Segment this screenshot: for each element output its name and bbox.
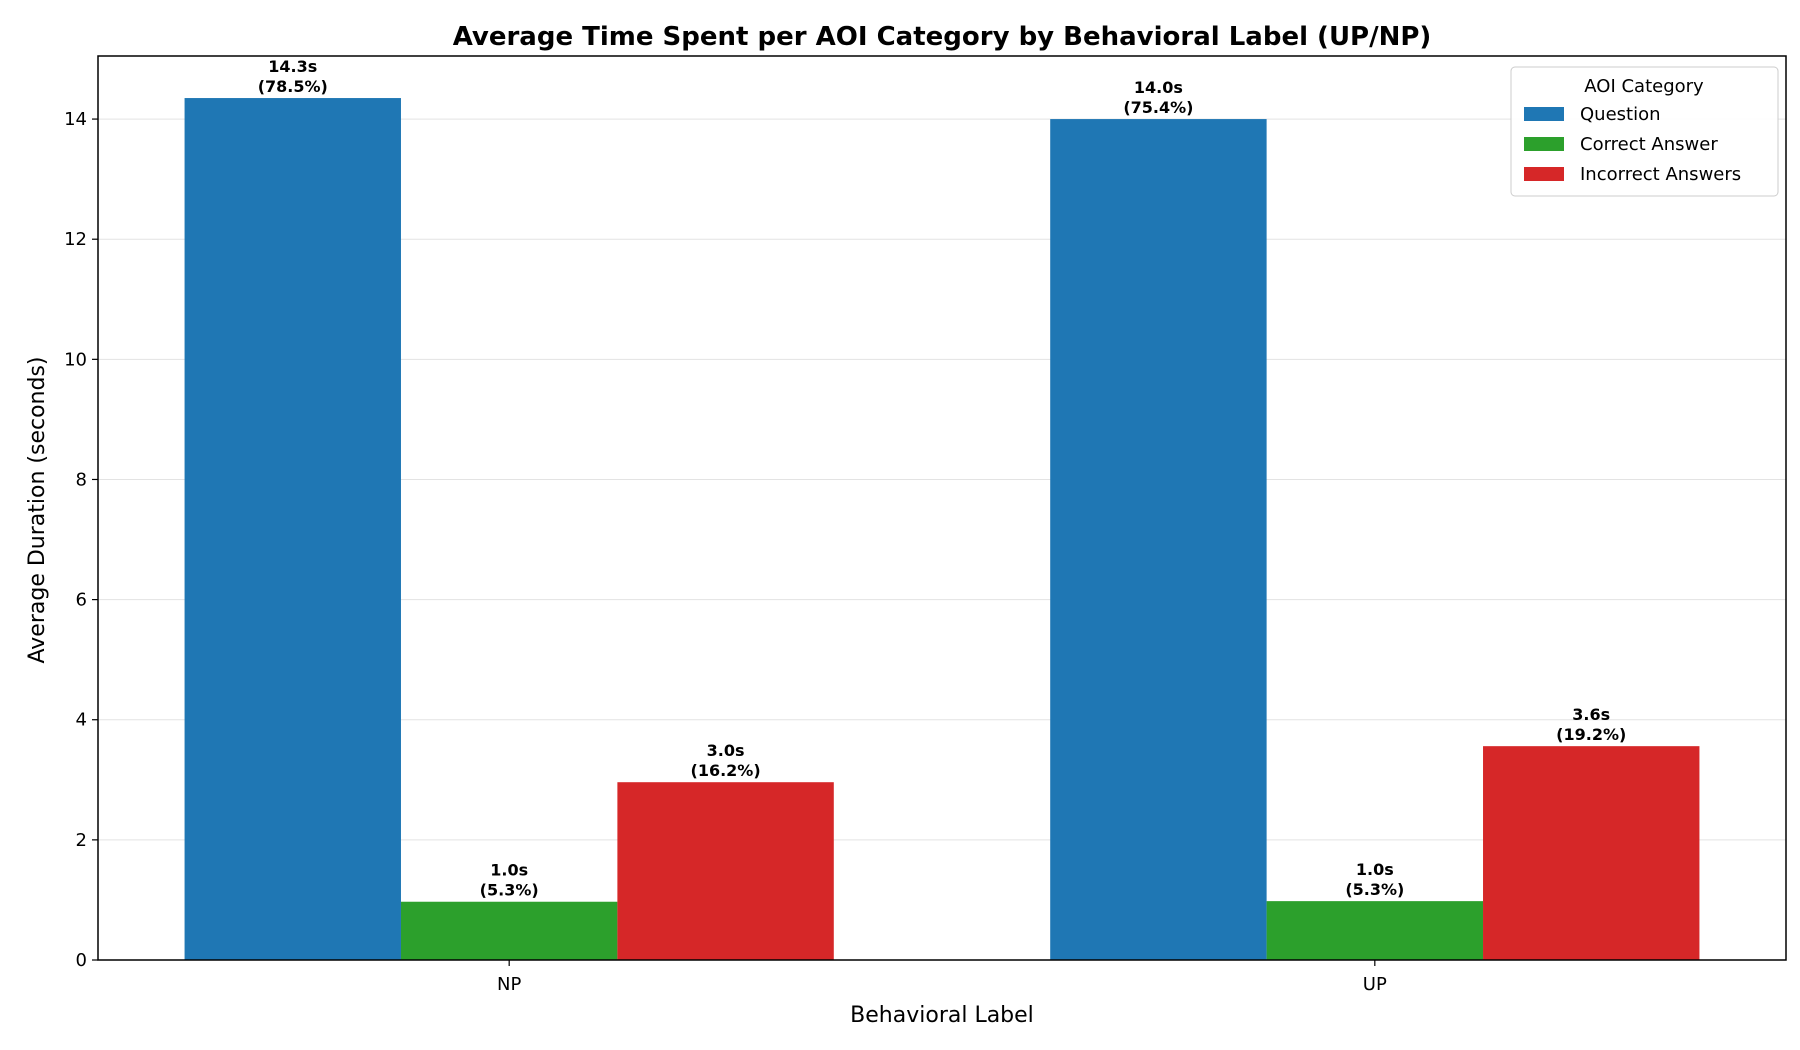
chart-title: Average Time Spent per AOI Category by B… xyxy=(453,22,1432,52)
data-label-percent: (19.2%) xyxy=(1556,725,1626,744)
legend-entry: Question xyxy=(1580,104,1661,125)
y-tick-label: 6 xyxy=(76,590,87,611)
data-label-value: 3.0s xyxy=(707,741,745,760)
bar xyxy=(617,782,834,960)
data-label-value: 3.6s xyxy=(1572,705,1610,724)
data-label-value: 14.3s xyxy=(268,57,317,76)
bar xyxy=(184,98,401,960)
x-axis-label: Behavioral Label xyxy=(850,1003,1034,1028)
bars xyxy=(184,98,1700,961)
data-label-percent: (5.3%) xyxy=(480,881,539,900)
legend-title: AOI Category xyxy=(1584,76,1704,97)
y-tick-label: 14 xyxy=(64,109,87,130)
y-axis-ticks: 0 2 4 6 8 10 12 14 xyxy=(64,109,98,971)
data-label-percent: (78.5%) xyxy=(258,77,328,96)
bar xyxy=(1050,119,1267,961)
y-tick-label: 2 xyxy=(76,830,87,851)
data-label-value: 1.0s xyxy=(1356,860,1394,879)
y-tick-label: 4 xyxy=(76,710,87,731)
data-label-value: 14.0s xyxy=(1134,78,1183,97)
bar xyxy=(1266,901,1484,960)
legend-frame xyxy=(1510,66,1779,197)
legend: AOI Category Question Correct Answer Incor… xyxy=(1510,66,1779,197)
y-tick-label: 8 xyxy=(76,469,87,490)
x-tick-label: UP xyxy=(1363,974,1387,995)
y-tick-label: 10 xyxy=(64,349,87,370)
data-labels: 14.3s(78.5%) 14.0s(75.4%)1.0s(5.3%)1.0s(5… xyxy=(258,57,1627,900)
plot-frame xyxy=(97,55,1787,961)
data-label-value: 1.0s xyxy=(490,861,528,880)
legend-swatch xyxy=(1524,107,1564,121)
data-label-percent: (75.4%) xyxy=(1123,98,1193,117)
x-axis-ticks: NP UP xyxy=(497,960,1387,995)
data-label-percent: (16.2%) xyxy=(691,761,761,780)
data-label-percent: (5.3%) xyxy=(1345,880,1404,899)
y-tick-label: 0 xyxy=(76,950,87,971)
bar xyxy=(1483,746,1700,960)
legend-entry: Incorrect Answers xyxy=(1580,164,1741,185)
x-tick-label: NP xyxy=(497,974,521,995)
y-axis-label: Average Duration (seconds) xyxy=(25,357,50,664)
y-tick-label: 12 xyxy=(64,229,87,250)
legend-swatch xyxy=(1524,137,1564,151)
bar xyxy=(400,901,618,960)
legend-swatch xyxy=(1524,167,1564,181)
legend-entry: Correct Answer xyxy=(1580,134,1718,155)
